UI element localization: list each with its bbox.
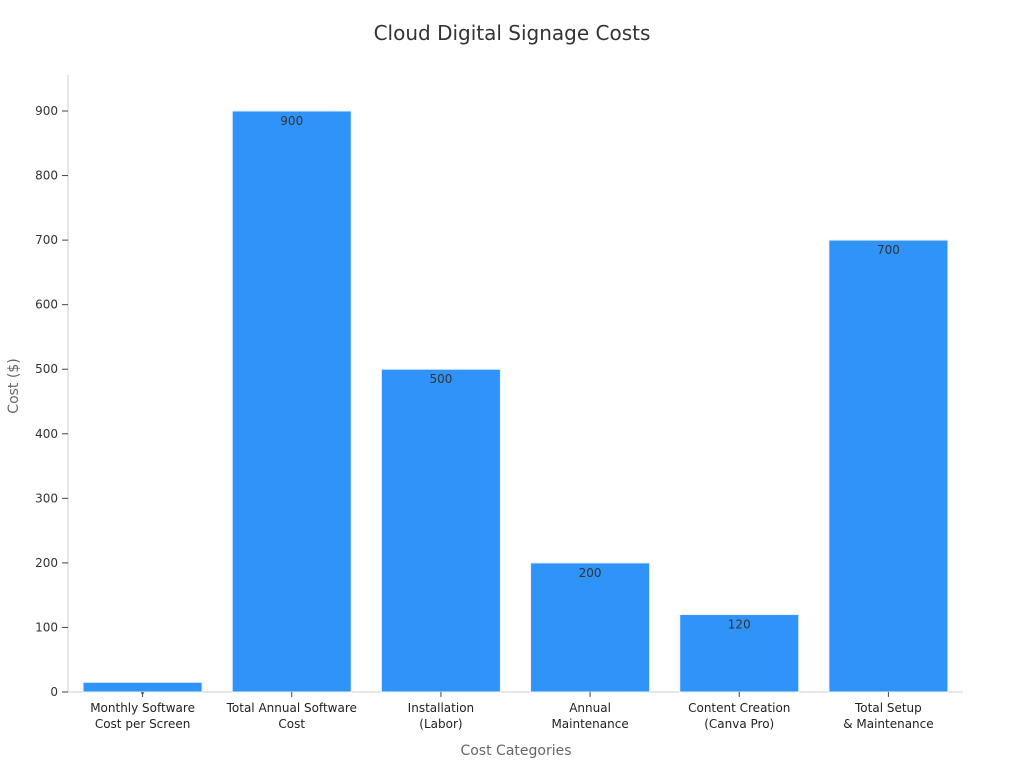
y-tick-label: 200 xyxy=(35,556,58,570)
x-tick-label: & Maintenance xyxy=(843,717,933,731)
x-tick-label: Total Setup xyxy=(854,701,922,715)
x-tick-label: Monthly Software xyxy=(90,701,195,715)
bar xyxy=(679,614,800,693)
x-tick-label: (Labor) xyxy=(419,717,462,731)
y-tick-label: 400 xyxy=(35,427,58,441)
bar-data-label: 120 xyxy=(728,618,751,632)
x-tick-label: Content Creation xyxy=(688,701,790,715)
bar-data-label: 900 xyxy=(280,114,303,128)
bar-data-label: 500 xyxy=(429,372,452,386)
chart-title: Cloud Digital Signage Costs xyxy=(374,21,651,45)
bar xyxy=(530,562,651,693)
x-tick-label: Annual xyxy=(569,701,611,715)
y-tick-label: 800 xyxy=(35,169,58,183)
y-axis-title: Cost ($) xyxy=(6,358,22,413)
x-tick-label: Installation xyxy=(408,701,474,715)
y-tick-label: 500 xyxy=(35,362,58,376)
x-tick-label: Cost per Screen xyxy=(95,717,191,731)
x-tick-label: Total Annual Software xyxy=(226,701,357,715)
bar-data-label: 200 xyxy=(579,566,602,580)
bar xyxy=(380,368,501,693)
y-tick-label: 100 xyxy=(35,620,58,634)
bar xyxy=(231,110,352,693)
bar-data-label: 700 xyxy=(877,243,900,257)
y-tick-label: 300 xyxy=(35,491,58,505)
bar xyxy=(828,239,949,693)
y-tick-label: 600 xyxy=(35,298,58,312)
x-tick-label: Cost xyxy=(278,717,305,731)
x-tick-label: Maintenance xyxy=(551,717,628,731)
y-tick-label: 700 xyxy=(35,233,58,247)
y-tick-label: 0 xyxy=(50,685,58,699)
y-tick-label: 900 xyxy=(35,104,58,118)
x-axis-title: Cost Categories xyxy=(460,743,571,759)
x-tick-label: (Canva Pro) xyxy=(704,717,774,731)
